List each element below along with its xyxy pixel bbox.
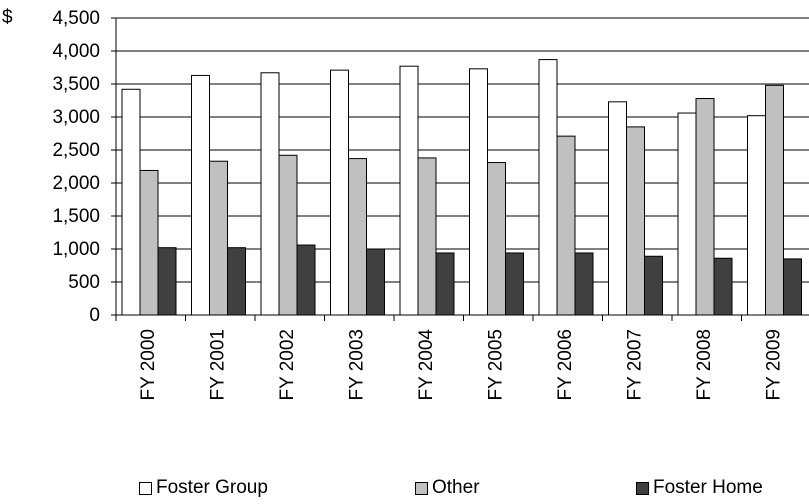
legend-swatch-foster-group xyxy=(139,481,152,495)
y-tick-label: 1,000 xyxy=(52,239,100,260)
legend-item-foster-home: Foster Home xyxy=(636,477,763,499)
bar xyxy=(260,72,280,316)
y-tick-label: 0 xyxy=(89,305,100,326)
bar xyxy=(121,88,141,316)
bar xyxy=(417,157,437,316)
x-tick-label: FY 2002 xyxy=(277,329,298,400)
bar xyxy=(644,255,663,316)
bar xyxy=(626,126,645,316)
legend-item-foster-group: Foster Group xyxy=(139,477,268,499)
x-tick-label: FY 2006 xyxy=(555,329,576,400)
bar xyxy=(330,69,349,316)
x-tick-label: FY 2007 xyxy=(625,329,646,400)
bar xyxy=(435,252,455,316)
x-tick-label: FY 2004 xyxy=(416,329,437,401)
x-tick-label: FY 2005 xyxy=(486,329,507,400)
y-tick-label: 3,000 xyxy=(52,107,100,128)
y-axis-currency-symbol: $ xyxy=(2,7,13,28)
bar xyxy=(209,160,228,316)
bar xyxy=(677,112,697,316)
y-tick-label: 2,000 xyxy=(52,173,100,194)
bar xyxy=(469,68,488,316)
bar xyxy=(695,98,715,316)
bar xyxy=(487,162,506,316)
x-tick-label: FY 2001 xyxy=(208,329,229,400)
y-tick-label: 1,500 xyxy=(52,206,100,227)
bar xyxy=(505,252,524,316)
bar xyxy=(157,247,177,316)
legend-item-other: Other xyxy=(415,477,480,499)
y-tick-label: 4,500 xyxy=(52,8,100,29)
bar xyxy=(538,59,558,316)
legend-swatch-other xyxy=(415,481,428,495)
bar xyxy=(139,169,159,316)
y-tick-label: 500 xyxy=(68,272,100,293)
bar xyxy=(713,257,733,316)
x-tick-label: FY 2008 xyxy=(694,329,715,400)
bar xyxy=(227,247,246,316)
bar xyxy=(765,84,784,316)
bar xyxy=(608,101,627,316)
bar xyxy=(278,154,298,316)
legend-label-foster-group: Foster Group xyxy=(156,477,268,498)
bar xyxy=(574,252,594,316)
legend-label-foster-home: Foster Home xyxy=(653,477,763,498)
bar xyxy=(783,258,802,316)
bar xyxy=(747,115,766,316)
bar xyxy=(366,248,385,316)
bar xyxy=(191,74,210,316)
y-tick-label: 2,500 xyxy=(52,140,100,161)
y-tick-label: 3,500 xyxy=(52,74,100,95)
x-tick-label: FY 2003 xyxy=(347,329,368,400)
bar xyxy=(399,65,419,316)
x-tick-label: FY 2000 xyxy=(138,329,159,400)
bar xyxy=(296,244,316,316)
y-tick-label: 4,000 xyxy=(52,41,100,62)
legend-label-other: Other xyxy=(432,477,480,498)
x-tick-label: FY 2009 xyxy=(764,329,785,400)
bar xyxy=(556,135,576,316)
legend-swatch-foster-home xyxy=(636,481,649,495)
bar xyxy=(348,158,367,316)
